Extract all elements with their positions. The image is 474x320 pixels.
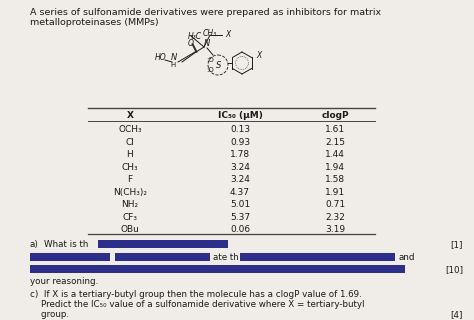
Text: group.: group. bbox=[30, 310, 69, 319]
Text: 3.19: 3.19 bbox=[325, 225, 345, 234]
Text: 4.37: 4.37 bbox=[230, 188, 250, 197]
Text: X: X bbox=[256, 51, 261, 60]
Text: HO: HO bbox=[155, 53, 167, 62]
Text: 1.61: 1.61 bbox=[325, 125, 345, 134]
FancyBboxPatch shape bbox=[30, 253, 110, 261]
Text: 1.91: 1.91 bbox=[325, 188, 345, 197]
Text: X: X bbox=[127, 110, 134, 119]
Text: metalloproteinases (MMPs): metalloproteinases (MMPs) bbox=[30, 18, 159, 27]
Text: NH₂: NH₂ bbox=[121, 200, 138, 209]
Text: S: S bbox=[216, 60, 221, 69]
Text: 0.71: 0.71 bbox=[325, 200, 345, 209]
Text: F: F bbox=[128, 175, 133, 184]
Text: N: N bbox=[171, 52, 177, 61]
Text: H₃C: H₃C bbox=[188, 32, 202, 41]
Text: 3.24: 3.24 bbox=[230, 163, 250, 172]
Text: 1.44: 1.44 bbox=[325, 150, 345, 159]
Text: and: and bbox=[399, 253, 416, 262]
Text: 0.13: 0.13 bbox=[230, 125, 250, 134]
Text: H: H bbox=[170, 62, 175, 68]
Text: H: H bbox=[127, 150, 133, 159]
Text: 1.58: 1.58 bbox=[325, 175, 345, 184]
Text: IC₅₀ (μM): IC₅₀ (μM) bbox=[218, 110, 263, 119]
Text: 0.06: 0.06 bbox=[230, 225, 250, 234]
Text: 1.94: 1.94 bbox=[325, 163, 345, 172]
Text: 0.93: 0.93 bbox=[230, 138, 250, 147]
Text: [4]: [4] bbox=[450, 310, 463, 319]
FancyBboxPatch shape bbox=[240, 253, 395, 261]
Text: 5.37: 5.37 bbox=[230, 213, 250, 222]
Text: 2.32: 2.32 bbox=[325, 213, 345, 222]
Text: ate th: ate th bbox=[213, 253, 239, 262]
Text: c)  If X is a tertiary-butyl group then the molecule has a clogP value of 1.69.: c) If X is a tertiary-butyl group then t… bbox=[30, 290, 362, 299]
Text: clogP: clogP bbox=[321, 110, 349, 119]
Text: Cl: Cl bbox=[126, 138, 135, 147]
Text: CH₃: CH₃ bbox=[203, 29, 217, 38]
Text: CF₃: CF₃ bbox=[122, 213, 137, 222]
FancyBboxPatch shape bbox=[30, 265, 405, 273]
FancyBboxPatch shape bbox=[115, 253, 210, 261]
Text: N: N bbox=[204, 38, 210, 47]
Text: 1.78: 1.78 bbox=[230, 150, 250, 159]
Text: :O: :O bbox=[206, 67, 214, 73]
Text: OCH₃: OCH₃ bbox=[118, 125, 142, 134]
Text: [1]: [1] bbox=[450, 240, 463, 249]
Text: a): a) bbox=[30, 240, 39, 249]
Text: O: O bbox=[188, 39, 194, 48]
Text: What is th: What is th bbox=[44, 240, 88, 249]
Text: Predict the IC₅₀ value of a sulfonamide derivative where X = tertiary-butyl: Predict the IC₅₀ value of a sulfonamide … bbox=[30, 300, 365, 309]
Text: 3.24: 3.24 bbox=[230, 175, 250, 184]
Text: A series of sulfonamide derivatives were prepared as inhibitors for matrix: A series of sulfonamide derivatives were… bbox=[30, 8, 381, 17]
Text: X: X bbox=[225, 30, 230, 39]
Text: [10]: [10] bbox=[445, 265, 463, 274]
Text: 5.01: 5.01 bbox=[230, 200, 250, 209]
Text: :O: :O bbox=[206, 57, 214, 63]
Text: 2.15: 2.15 bbox=[325, 138, 345, 147]
Text: N(CH₃)₂: N(CH₃)₂ bbox=[113, 188, 147, 197]
Text: your reasoning.: your reasoning. bbox=[30, 277, 98, 286]
FancyBboxPatch shape bbox=[98, 240, 228, 248]
Text: CH₃: CH₃ bbox=[122, 163, 138, 172]
Text: OBu: OBu bbox=[120, 225, 139, 234]
